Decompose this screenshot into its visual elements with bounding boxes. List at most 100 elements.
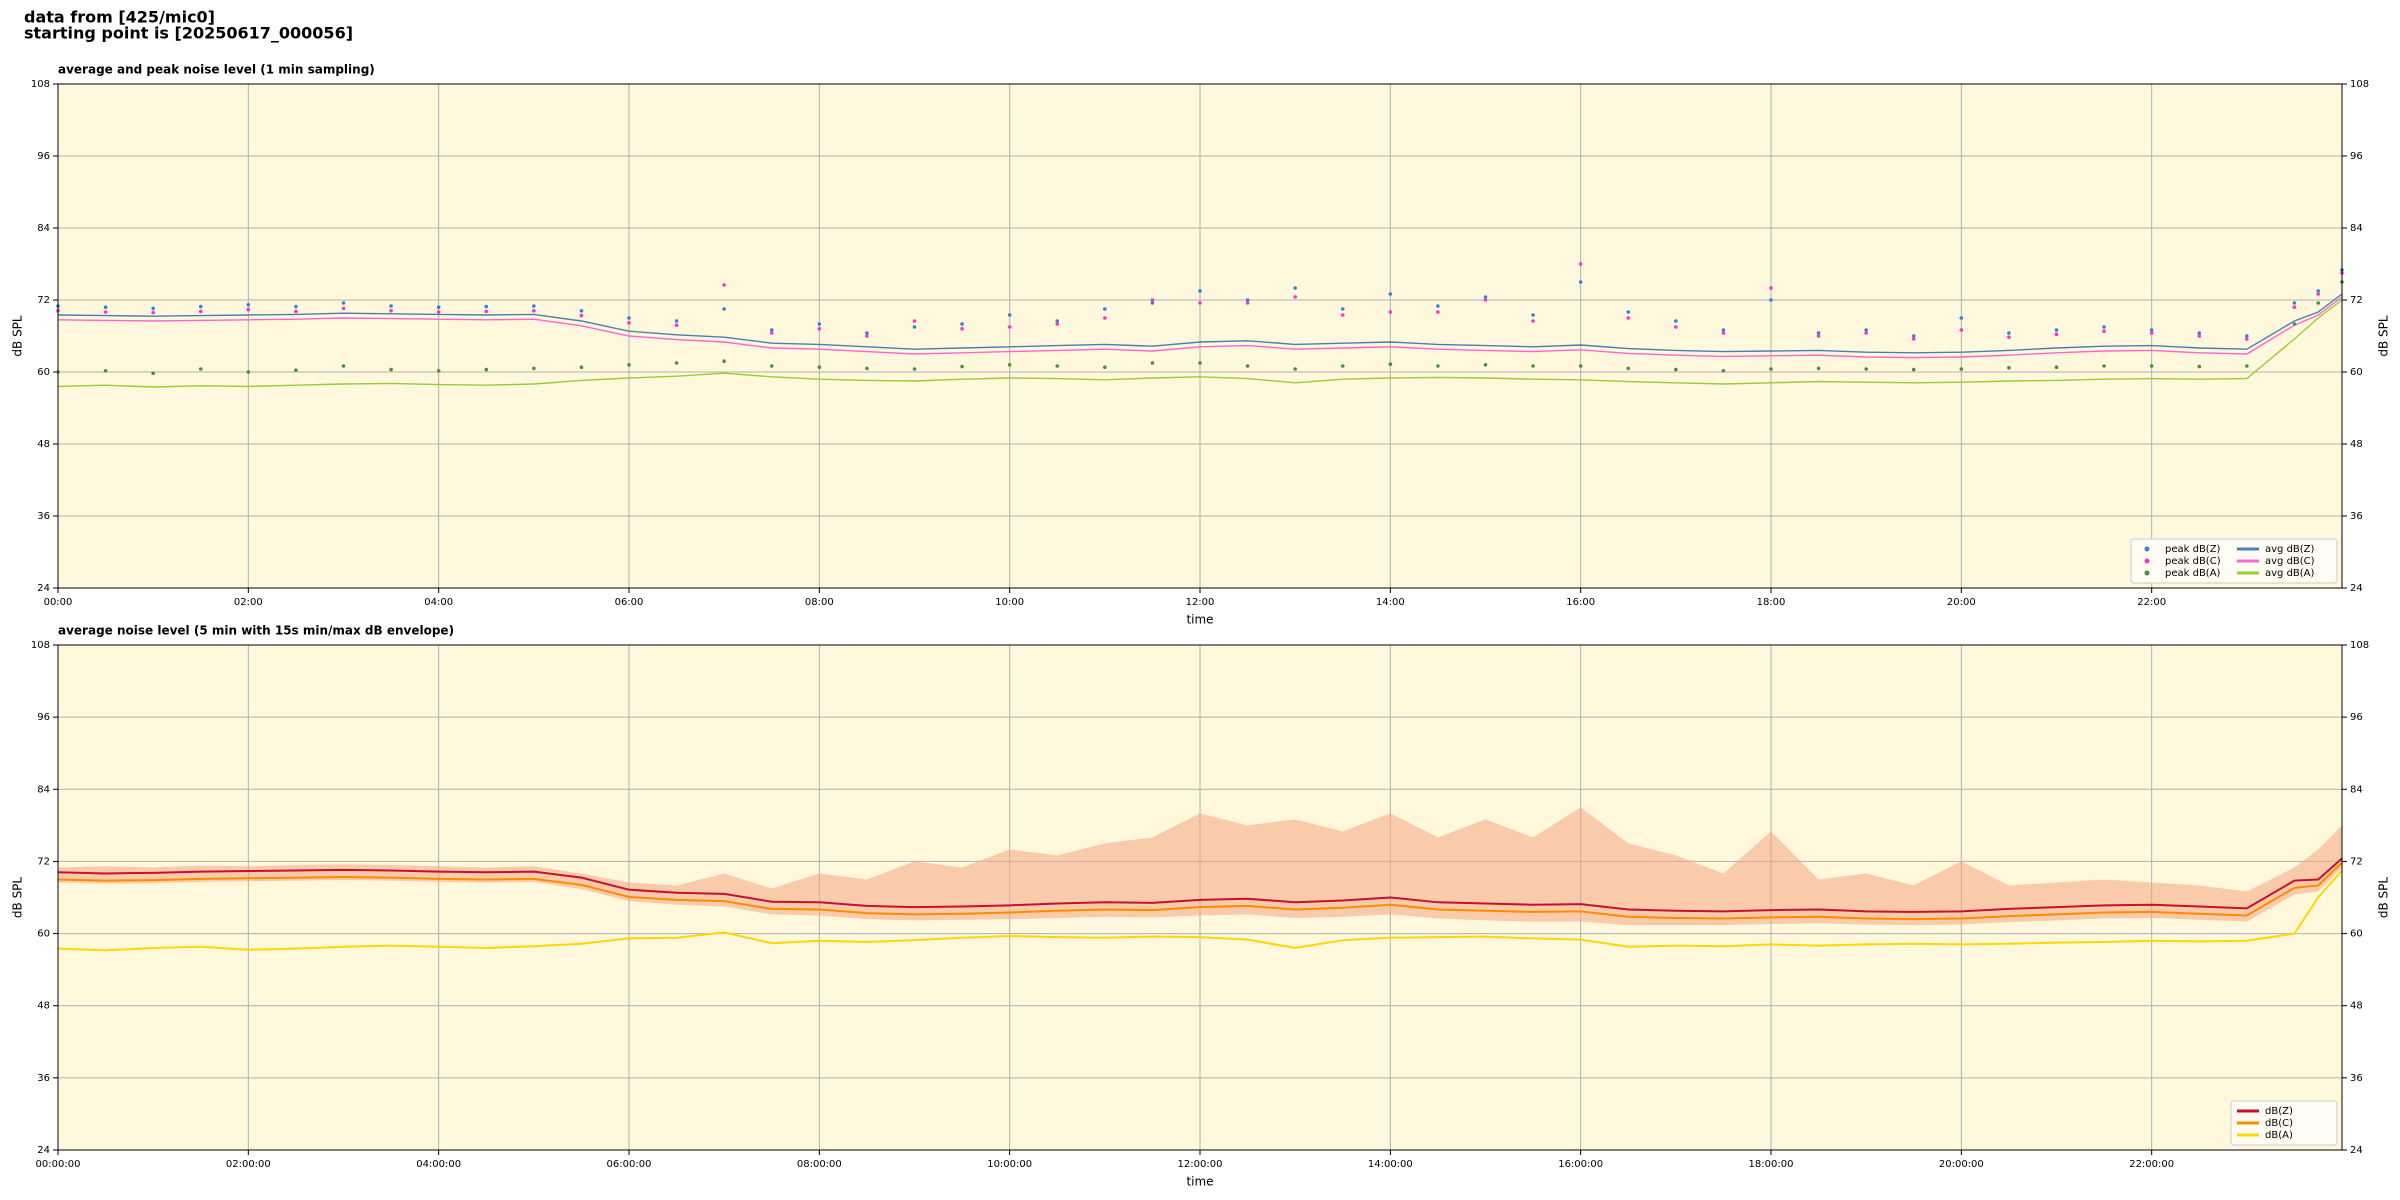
- header-line: data from [425/mic0]: [24, 8, 215, 27]
- peak-point: [1436, 364, 1440, 368]
- x-tick-label: 04:00: [424, 597, 453, 608]
- peak-point: [912, 367, 917, 371]
- peak-point: [294, 309, 298, 314]
- y-tick-label-right: 48: [2350, 1001, 2363, 1012]
- legend-label: peak dB(A): [2165, 568, 2221, 579]
- legend-marker: [2144, 546, 2150, 552]
- peak-point: [1007, 313, 1012, 317]
- peak-point: [103, 305, 108, 310]
- peak-point: [484, 304, 489, 309]
- peak-point: [2316, 289, 2321, 293]
- x-axis-label: time: [1186, 1175, 1213, 1189]
- peak-point: [1959, 367, 1964, 371]
- peak-point: [389, 367, 393, 372]
- peak-point: [2007, 331, 2011, 335]
- y-tick-label-right: 24: [2350, 583, 2363, 594]
- y-tick-label-right: 96: [2350, 151, 2363, 162]
- peak-point: [1578, 262, 1583, 266]
- envelope: [58, 807, 2342, 926]
- x-tick-label: 20:00:00: [1939, 1159, 1984, 1170]
- peak-point: [960, 322, 964, 326]
- peak-point: [1055, 319, 1060, 323]
- peak-point: [1198, 361, 1202, 365]
- peak-point: [1340, 364, 1345, 368]
- peak-point: [865, 331, 869, 335]
- x-tick-label: 02:00:00: [226, 1159, 271, 1170]
- y-tick-label: 84: [37, 784, 50, 795]
- peak-point: [1483, 298, 1488, 302]
- peak-point: [484, 367, 489, 372]
- peak-point: [1911, 367, 1916, 372]
- peak-point: [912, 325, 917, 329]
- y-tick-label: 108: [31, 79, 50, 90]
- peak-point: [1245, 301, 1250, 305]
- y-tick-label: 60: [37, 929, 50, 940]
- peak-point: [151, 306, 155, 311]
- peak-point: [1959, 328, 1964, 332]
- peak-point: [2102, 329, 2106, 334]
- peak-point: [579, 309, 584, 313]
- peak-point: [722, 359, 726, 364]
- peak-point: [865, 366, 869, 371]
- peak-point: [1578, 280, 1583, 284]
- peak-point: [1769, 286, 1773, 290]
- y-tick-label: 108: [31, 640, 50, 651]
- peak-point: [1626, 366, 1631, 371]
- peak-point: [341, 301, 346, 305]
- y-tick-label: 48: [37, 1001, 50, 1012]
- x-tick-label: 22:00: [2137, 597, 2166, 608]
- y-tick-label-right: 72: [2350, 295, 2363, 306]
- x-tick-label: 18:00:00: [1749, 1159, 1794, 1170]
- peak-point: [1864, 328, 1868, 332]
- x-tick-label: 06:00: [615, 597, 644, 608]
- legend-marker: [2144, 558, 2150, 564]
- peak-point: [246, 370, 251, 374]
- peak-point: [341, 306, 346, 311]
- peak-point: [1578, 364, 1583, 368]
- peak-point: [246, 307, 251, 312]
- y-tick-label-right: 84: [2350, 223, 2363, 234]
- peak-point: [1055, 364, 1060, 368]
- peak-point: [1959, 316, 1964, 320]
- peak-point: [484, 309, 489, 314]
- peak-point: [1103, 365, 1107, 370]
- peak-point: [817, 327, 822, 331]
- x-tick-label: 02:00: [234, 597, 263, 608]
- y-axis-label-right: dB SPL: [2377, 315, 2391, 357]
- peak-point: [389, 309, 393, 313]
- peak-point: [2149, 331, 2154, 335]
- peak-point: [294, 304, 298, 309]
- peak-point: [1483, 363, 1488, 367]
- chart-title: average and peak noise level (1 min samp…: [58, 63, 375, 77]
- peak-point: [151, 310, 155, 315]
- series-line: [57, 861, 2343, 921]
- y-tick-label: 24: [37, 1145, 50, 1156]
- peak-point: [246, 303, 251, 307]
- peak-point: [674, 361, 679, 365]
- peak-point: [865, 334, 869, 338]
- legend-label: dB(C): [2265, 1118, 2293, 1129]
- y-tick-label-right: 108: [2350, 79, 2369, 90]
- peak-point: [2102, 364, 2106, 368]
- peak-point: [436, 310, 441, 314]
- y-tick-label-right: 108: [2350, 640, 2369, 651]
- peak-point: [674, 323, 679, 328]
- peak-point: [1531, 319, 1535, 323]
- x-tick-label: 10:00:00: [987, 1159, 1032, 1170]
- peak-point: [769, 331, 774, 335]
- peak-point: [2102, 325, 2106, 329]
- x-tick-label: 22:00:00: [2129, 1159, 2174, 1170]
- peak-point: [2007, 335, 2011, 340]
- peak-point: [1293, 286, 1297, 290]
- x-tick-label: 00:00: [44, 597, 73, 608]
- peak-point: [2197, 331, 2202, 335]
- peak-point: [2054, 365, 2059, 370]
- series-line: [57, 293, 2343, 354]
- peak-point: [1864, 331, 1868, 335]
- x-tick-label: 14:00:00: [1368, 1159, 1413, 1170]
- peak-point: [2245, 364, 2249, 368]
- peak-point: [912, 319, 917, 323]
- peak-point: [817, 365, 822, 370]
- peak-point: [1007, 363, 1012, 367]
